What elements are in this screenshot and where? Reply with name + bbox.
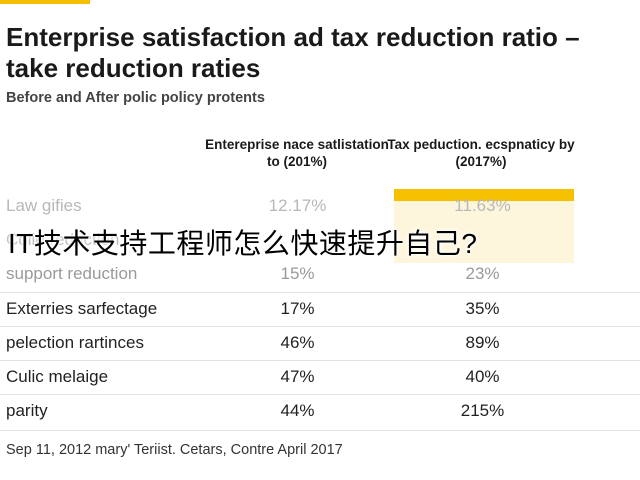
page-subtitle: Before and After polic policy protents — [6, 90, 265, 106]
row-label: Exterries sarfectage — [6, 299, 158, 318]
row-value-before: 47% — [280, 367, 315, 386]
row-divider — [0, 394, 640, 395]
column-highlight-bar — [394, 189, 574, 201]
row-divider — [0, 326, 640, 327]
row-value-before: 12.17% — [268, 196, 327, 215]
row-divider — [0, 292, 640, 293]
row-value-after: 23% — [465, 264, 500, 283]
table-row: support reduction 15% 23% — [0, 258, 640, 292]
table-row: pelection rartinces 46% 89% — [0, 327, 640, 361]
row-value-before: 15% — [280, 264, 315, 283]
row-value-after: 89% — [465, 333, 500, 352]
page-title: Enterprise satisfaction ad tax reduction… — [6, 22, 580, 83]
table-row: Exterries sarfectage 17% 35% — [0, 293, 640, 327]
row-value-before: 17% — [280, 299, 315, 318]
row-value-after: 35% — [465, 299, 500, 318]
overlay-caption: IT技术支持工程师怎么快速提升自己? — [8, 228, 478, 259]
row-value-before: 44% — [280, 401, 315, 420]
table-row: Law gifies 12.17% 11.63% — [0, 190, 640, 224]
row-label: support reduction — [6, 264, 138, 283]
column-highlight-fill — [394, 201, 574, 263]
row-value-after: 215% — [460, 401, 505, 420]
table-row: Colie reduction — [0, 224, 640, 258]
row-label: pelection rartinces — [6, 333, 144, 352]
footer-source: Sep 11, 2012 mary' Teriist. Cetars, Cont… — [6, 442, 343, 458]
row-label: parity — [6, 401, 48, 420]
row-value-after: 11.63% — [454, 196, 511, 215]
row-value-after: 40% — [465, 367, 500, 386]
row-divider — [0, 360, 640, 361]
table-row: parity 44% 215% — [0, 395, 640, 429]
row-label: Law gifies — [6, 196, 82, 215]
column-header-tax-reduction: Tax peduction. ecspnaticy by (2017%) — [387, 137, 575, 169]
top-accent-bar — [0, 0, 90, 4]
column-header-enterprise: Entereprise nace satlistation to (201%) — [205, 137, 389, 169]
row-divider — [0, 430, 640, 431]
row-label: Culic melaige — [6, 367, 109, 386]
row-value-before: 46% — [280, 333, 315, 352]
table-row: Culic melaige 47% 40% — [0, 361, 640, 395]
row-label: Colie reduction — [6, 230, 120, 249]
